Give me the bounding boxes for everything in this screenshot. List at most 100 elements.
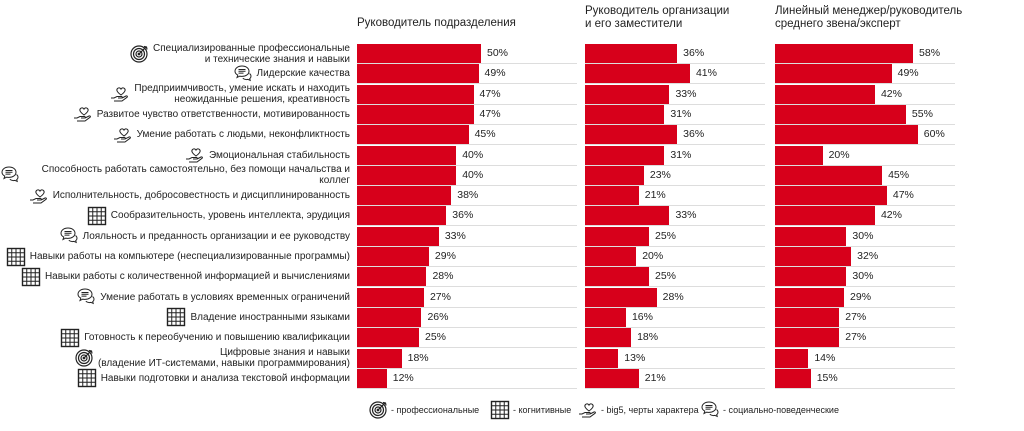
value-label: 27% (845, 310, 867, 323)
value-label: 36% (683, 128, 705, 141)
grid-icon (6, 247, 26, 267)
value-label: 26% (427, 310, 449, 323)
bar (585, 307, 626, 327)
row-separator (775, 83, 955, 85)
bar (357, 64, 479, 84)
value-label: 60% (923, 128, 945, 141)
bar (357, 104, 474, 124)
category-text: Развитое чувство ответственности, мотиви… (96, 108, 350, 120)
bar (775, 226, 847, 246)
panel-title: Руководитель подразделения (357, 17, 516, 29)
bar (585, 64, 690, 84)
category-text: Эмоциональная стабильность (208, 149, 350, 161)
value-label: 38% (457, 189, 479, 202)
row-separator (357, 306, 577, 308)
bar (357, 348, 402, 368)
bar (585, 206, 670, 226)
category-label: Способность работать самостоятельно, без… (0, 164, 350, 187)
chat-icon (76, 287, 96, 307)
category-text: Способность работать самостоятельно, без… (41, 164, 350, 187)
row-separator (585, 83, 765, 85)
legend-label: - профессиональные (391, 405, 480, 415)
value-label: 20% (642, 250, 664, 262)
bar (585, 287, 657, 307)
row-separator (585, 144, 765, 146)
category-label: Готовность к переобучению и повышению кв… (60, 326, 350, 349)
grid-icon (490, 400, 510, 420)
row-separator (357, 103, 577, 105)
bar (585, 165, 644, 185)
category-text: Владение иностранными языками (190, 311, 350, 323)
heart-hand-icon (578, 400, 598, 420)
row-separator (585, 63, 765, 64)
value-label: 21% (644, 371, 666, 384)
value-label: 47% (479, 87, 501, 100)
value-label: 36% (683, 47, 705, 59)
bar (357, 145, 457, 165)
category-text: Предприимчивость, умение искать и находи… (134, 83, 350, 106)
bar (775, 125, 918, 145)
row-separator (775, 103, 955, 105)
bar (357, 247, 429, 266)
legend-item: - когнитивные (490, 400, 571, 420)
bar (775, 247, 852, 266)
value-label: 58% (919, 47, 941, 59)
heart-hand-icon (73, 104, 93, 124)
row-separator (775, 225, 955, 227)
category-text: Сообразительность, уровень интеллекта, э… (110, 210, 350, 222)
bar (775, 206, 875, 226)
grid-icon (60, 328, 80, 348)
category-label: Исполнительность, добросовестность и дис… (29, 184, 350, 207)
value-label: 33% (675, 87, 697, 100)
row-separator (357, 245, 577, 247)
bar (585, 145, 665, 165)
row-separator (775, 164, 955, 166)
row-separator (585, 286, 765, 288)
category-text: Умение работать в условиях временных огр… (100, 291, 350, 303)
value-label: 45% (888, 168, 910, 181)
bar (357, 206, 447, 226)
bar (585, 84, 670, 104)
bar (585, 226, 649, 246)
bar (585, 247, 637, 266)
bar (775, 307, 840, 327)
row-separator (775, 286, 955, 288)
bar (357, 226, 439, 246)
value-label: 27% (845, 331, 867, 344)
panel-title: Линейный менеджер/руководитель среднего … (775, 5, 963, 30)
chat-icon (233, 64, 253, 84)
row-separator (585, 245, 765, 247)
bar (775, 267, 847, 287)
bar (585, 104, 665, 124)
bar (357, 186, 452, 206)
row-separator (585, 205, 765, 207)
heart-hand-icon (113, 125, 133, 145)
heart-hand-icon (185, 145, 205, 165)
row-separator (357, 266, 577, 267)
value-label: 30% (852, 229, 874, 242)
category-text: Навыки работы на компьютере (неспециализ… (29, 251, 350, 262)
category-label: Специализированные профессиональные и те… (129, 42, 350, 65)
target-icon (368, 400, 388, 420)
category-text: Умение работать с людьми, неконфликтност… (136, 129, 350, 141)
bar (585, 267, 649, 287)
bar (585, 368, 639, 388)
row-separator (775, 306, 955, 308)
value-label: 12% (392, 371, 414, 384)
category-label: Лидерские качества (233, 62, 350, 85)
value-label: 47% (479, 107, 501, 120)
grid-icon (166, 307, 186, 327)
heart-hand-icon (29, 186, 49, 206)
value-label: 15% (816, 371, 838, 384)
target-icon (129, 44, 149, 64)
bar (357, 84, 474, 104)
category-label: Умение работать с людьми, неконфликтност… (113, 123, 350, 146)
heart-hand-icon (110, 84, 130, 104)
bar (585, 44, 678, 63)
row-separator (775, 367, 955, 369)
value-label: 55% (911, 107, 933, 120)
grid-icon (21, 267, 41, 287)
category-text: Навыки подготовки и анализа текстовой ин… (100, 372, 350, 384)
value-label: 31% (670, 107, 692, 120)
bar (357, 125, 469, 145)
